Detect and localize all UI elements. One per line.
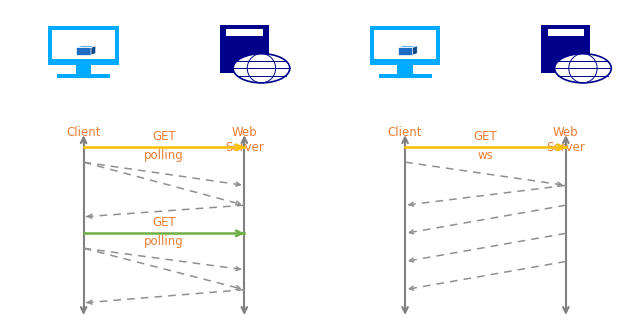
Polygon shape <box>53 30 114 59</box>
Polygon shape <box>413 46 417 55</box>
Text: Client: Client <box>66 126 101 139</box>
Text: GET: GET <box>474 130 497 143</box>
Polygon shape <box>397 46 417 47</box>
Polygon shape <box>397 47 413 55</box>
Polygon shape <box>91 46 96 55</box>
Polygon shape <box>76 47 91 55</box>
Polygon shape <box>379 74 431 78</box>
Polygon shape <box>370 26 440 65</box>
Text: polling: polling <box>144 235 184 248</box>
Text: Web
Server: Web Server <box>225 126 264 154</box>
Polygon shape <box>374 30 436 59</box>
Polygon shape <box>226 29 263 36</box>
Circle shape <box>554 54 611 83</box>
Polygon shape <box>548 29 584 36</box>
Polygon shape <box>48 26 119 65</box>
Polygon shape <box>57 74 110 78</box>
Polygon shape <box>76 65 91 74</box>
Text: GET: GET <box>152 216 176 229</box>
Polygon shape <box>397 65 413 74</box>
Polygon shape <box>220 25 269 73</box>
Text: polling: polling <box>144 149 184 162</box>
Text: ws: ws <box>478 149 493 162</box>
Polygon shape <box>541 25 590 73</box>
Text: Web
Server: Web Server <box>547 126 585 154</box>
Text: GET: GET <box>152 130 176 143</box>
Text: Client: Client <box>388 126 422 139</box>
Circle shape <box>233 54 290 83</box>
Polygon shape <box>76 46 96 47</box>
